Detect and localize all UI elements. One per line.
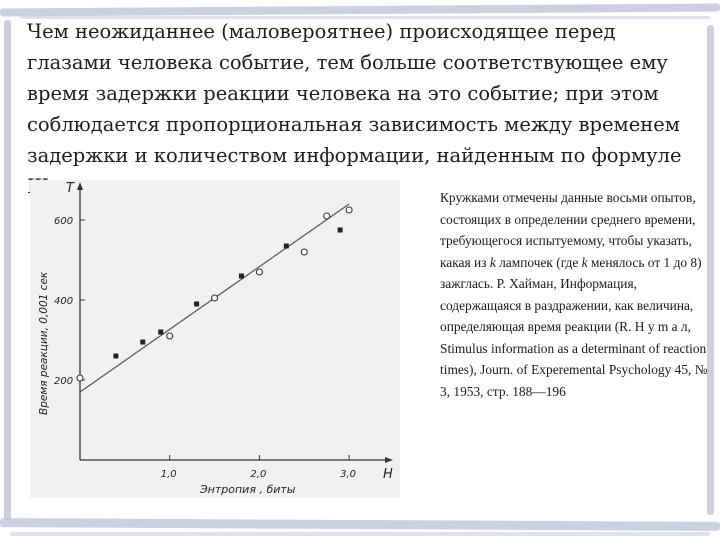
caption-text: Кружками отмечены данные восьми опытов, … xyxy=(440,187,712,402)
data-point-open xyxy=(76,374,84,382)
border-stroke-left xyxy=(4,20,11,520)
data-point-filled xyxy=(158,329,164,335)
x-tick-label: 1,0 xyxy=(161,469,177,480)
slide-heading: Чем неожиданнее (маловероятнее) происход… xyxy=(27,20,682,198)
figure-caption: Кружками отмечены данные восьми опытов, … xyxy=(440,187,712,402)
y-tick-label: 200 xyxy=(54,376,73,387)
data-point-filled xyxy=(194,301,200,307)
y-axis-label: Время реакции, 0,001 сек xyxy=(38,271,50,415)
data-point-filled xyxy=(113,353,119,359)
y-axis-letter: T xyxy=(66,181,75,196)
data-point-open xyxy=(166,332,174,340)
x-axis-letter: H xyxy=(383,467,393,482)
data-point-open xyxy=(323,212,331,220)
caption-part-3: менялось от 1 до 8) зажглась. Р. Хайман,… xyxy=(440,254,708,399)
x-axis-arrow xyxy=(385,457,393,463)
data-point-filled xyxy=(238,273,244,279)
data-point-filled xyxy=(140,339,146,345)
chart-figure: T H 200 400 600 1,0 2,0 3,0 Энтропия , биты Время… xyxy=(30,180,400,498)
x-tick-label: 3,0 xyxy=(340,469,356,480)
data-point-filled xyxy=(283,243,289,249)
data-point-open xyxy=(211,294,219,302)
border-stroke-bottom xyxy=(0,518,720,531)
x-tick-label: 2,0 xyxy=(250,469,266,480)
y-tick-label: 600 xyxy=(54,216,73,227)
border-stroke-bottom-thin xyxy=(10,532,710,536)
reaction-time-chart: T H 200 400 600 1,0 2,0 3,0 Энтропия , биты Время… xyxy=(38,181,393,496)
caption-part-2: лампочек (где xyxy=(495,254,582,270)
data-point-open xyxy=(255,268,263,276)
border-stroke-top-thin xyxy=(20,16,710,19)
border-stroke-right xyxy=(707,25,714,515)
y-axis-arrow xyxy=(77,182,83,190)
caption-k-2: k xyxy=(581,254,588,270)
data-point-filled xyxy=(337,227,343,233)
x-axis-label: Энтропия , биты xyxy=(199,483,296,496)
caption-part-1: Кружками отмечены данные восьми опытов, … xyxy=(440,190,696,270)
border-stroke-top xyxy=(0,3,720,17)
caption-k-1: k xyxy=(489,254,496,270)
data-point-open xyxy=(300,248,308,256)
data-point-open xyxy=(345,206,353,214)
y-tick-label: 400 xyxy=(54,296,73,307)
